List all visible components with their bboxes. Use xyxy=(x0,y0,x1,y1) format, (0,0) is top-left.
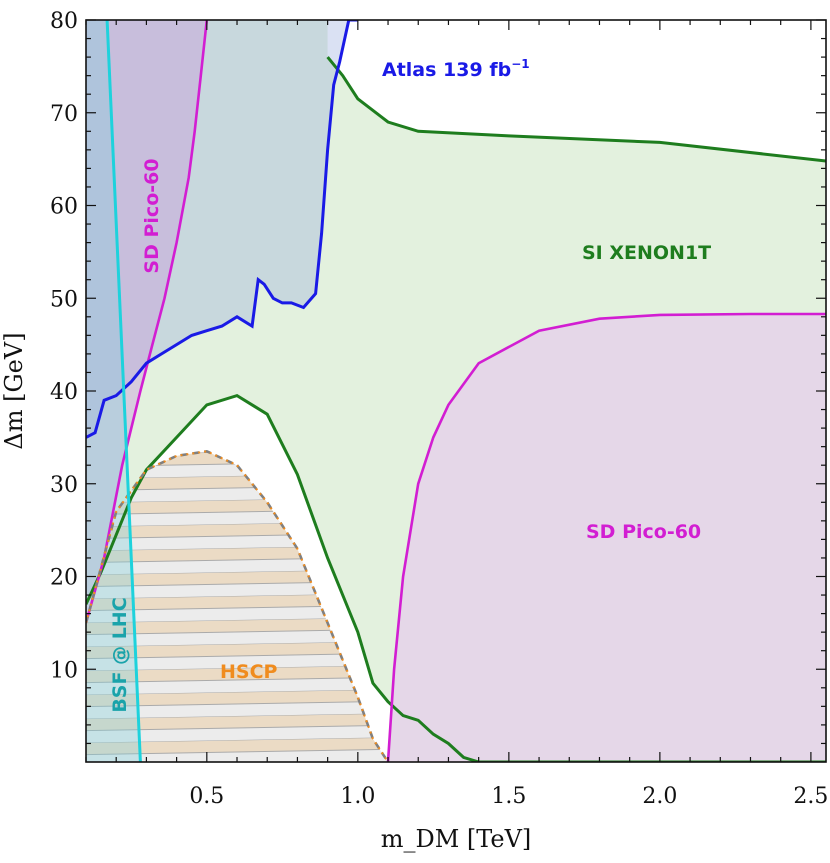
annotation-xenon: SI XENON1T xyxy=(582,242,711,264)
x-axis-title: m_DM [TeV] xyxy=(381,825,532,853)
y-axis-title: Δm [GeV] xyxy=(0,332,28,449)
annotation-pico-left: SD Pico-60 xyxy=(141,158,163,273)
pico-left-line xyxy=(86,20,209,624)
region-boundaries xyxy=(86,20,826,762)
y-tick-label: 10 xyxy=(50,658,78,683)
x-tick-label: 0.5 xyxy=(189,784,224,809)
y-tick-label: 20 xyxy=(50,566,78,591)
bsf-line xyxy=(105,20,142,762)
axis-ticks: 0.5 1.0 1.5 2.0 2.5 10 20 30 40 50 60 70 80 xyxy=(50,9,828,809)
hscp-dotted-line xyxy=(86,450,389,762)
x-tick-label: 1.0 xyxy=(340,784,375,809)
annotation-atlas: Atlas 139 fb−1 xyxy=(382,57,530,81)
y-tick-label: 70 xyxy=(50,102,78,127)
y-tick-label: 80 xyxy=(50,9,78,34)
x-tick-label: 2.0 xyxy=(642,784,677,809)
annotation-pico-right: SD Pico-60 xyxy=(586,521,701,543)
atlas-line xyxy=(86,20,358,439)
x-tick-label: 2.5 xyxy=(793,784,828,809)
y-tick-label: 30 xyxy=(50,473,78,498)
y-tick-label: 40 xyxy=(50,380,78,405)
atlas-region-fill xyxy=(86,20,358,438)
hscp-region-fill xyxy=(86,451,388,762)
x-tick-label: 1.5 xyxy=(491,784,526,809)
y-tick-label: 50 xyxy=(50,287,78,312)
annotation-bsf: BSF @ LHC xyxy=(109,597,131,712)
y-tick-label: 60 xyxy=(50,195,78,220)
pico-left-region-fill xyxy=(86,20,207,623)
pico-right-line xyxy=(386,312,826,762)
pico-right-region-fill xyxy=(388,314,826,762)
xenon-upper-line xyxy=(326,56,826,163)
region-fills xyxy=(86,20,826,762)
annotation-hscp: HSCP xyxy=(220,661,278,683)
xenon-lower-line xyxy=(86,393,826,762)
plot-area xyxy=(86,20,826,762)
